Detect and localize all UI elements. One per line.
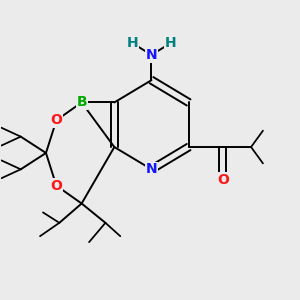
Text: N: N	[146, 162, 157, 176]
Text: O: O	[50, 179, 62, 193]
Text: H: H	[126, 36, 138, 50]
Text: O: O	[217, 173, 229, 187]
Text: N: N	[146, 48, 157, 62]
Text: O: O	[50, 113, 62, 127]
Text: B: B	[76, 95, 87, 110]
Text: H: H	[165, 36, 177, 50]
